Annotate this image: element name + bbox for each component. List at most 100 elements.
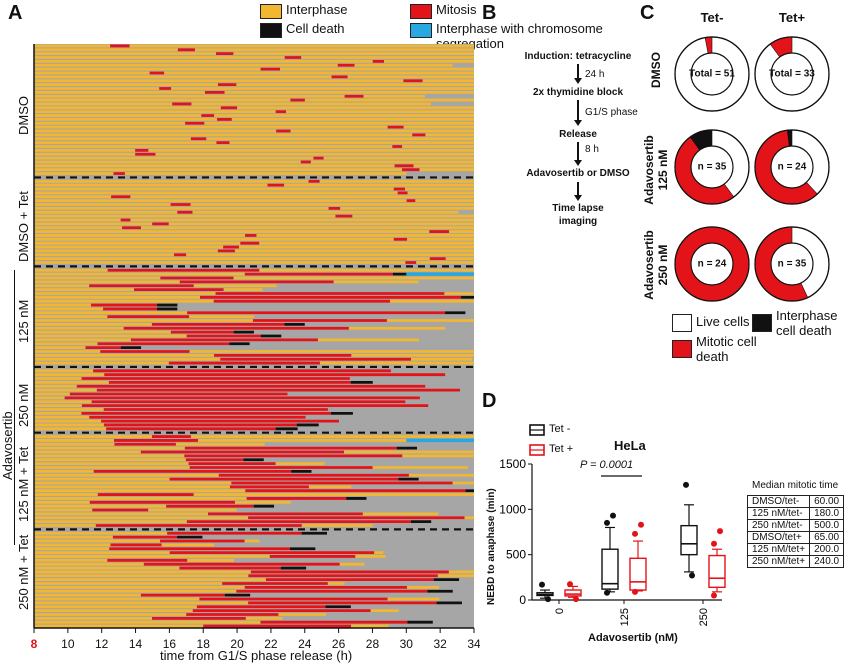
box-outlier-point [717, 528, 723, 535]
x-tick-label: 18 [197, 637, 211, 651]
segregation-swatch [410, 23, 432, 38]
interphase-death-legend-label: Interphase cell death [776, 308, 838, 338]
box-outlier-point [632, 530, 638, 537]
table-cell: 65.00 [809, 531, 845, 544]
boxplot-x-tick-label: 0 [554, 608, 566, 614]
y-axis-label: NEBD to anaphase (min) [486, 488, 497, 605]
flow-arrow-1 [577, 64, 579, 78]
table-row: 250 nM/tet+ 240.0 [746, 555, 845, 568]
panel-d-letter: D [482, 390, 497, 412]
flow-arrow-3-head [574, 160, 582, 166]
donut-outline [674, 129, 750, 205]
boxplot-y-tick-label: 1500 [499, 457, 526, 471]
table-row: DMSO/tet- 60.00 [746, 495, 845, 508]
mitosis-swatch [410, 4, 432, 19]
box-outlier-point [567, 581, 573, 588]
box-outlier-point [573, 596, 579, 603]
flow-step-release: Release [559, 129, 597, 140]
table-cell: 250 nM/tet- [746, 519, 811, 532]
table-cell: 60.00 [809, 495, 845, 508]
mitotic-death-swatch [672, 340, 692, 358]
median-table-title: Median mitotic time [752, 480, 839, 491]
table-row: DMSO/tet+ 65.00 [746, 531, 845, 544]
table-cell: 240.0 [809, 555, 845, 568]
time-axis-label: time from G1/S phase release (h) [160, 648, 353, 663]
interphase-death-swatch [752, 314, 772, 332]
flow-arrow-3 [577, 142, 579, 160]
donut-label-dmso-tet-minus: Total = 51 [689, 68, 735, 80]
donut-outline [674, 36, 750, 112]
table-cell: 200.0 [809, 543, 845, 556]
table-row: 125 nM/tet- 180.0 [746, 507, 845, 520]
x-tick-label: 30 [400, 637, 414, 651]
flow-step-induction: Induction: tetracycline [524, 51, 632, 62]
donut-mitotic-slice [675, 227, 749, 301]
x-tick-label: 12 [95, 637, 109, 651]
x-tick-label: 34 [467, 637, 480, 651]
panel-b-letter: B [482, 2, 497, 24]
box-outlier-point [711, 540, 717, 547]
flow-arrow-1-head [574, 78, 582, 84]
boxplot-x-tick-label: 125 [619, 608, 631, 626]
cell-fate-donuts [674, 36, 830, 302]
cell-death-swatch [260, 23, 282, 38]
box-outlier-point [632, 588, 638, 595]
box-iqr [680, 524, 698, 556]
box-outlier-point [539, 581, 545, 588]
x-axis-label: Adavosertib (nM) [588, 632, 678, 644]
pvalue-annotation: P = 0.0001 [580, 459, 634, 471]
flow-arrow-4 [577, 182, 579, 195]
donut-label-125-tet-plus: n = 24 [777, 161, 807, 173]
flow-step-thymidine: 2x thymidine block [532, 87, 624, 98]
cell-death-legend-label: Cell death [286, 21, 345, 36]
live-cells-swatch [672, 314, 692, 332]
donut-label-250-tet-plus: n = 35 [777, 258, 807, 270]
box-outlier-point [711, 592, 717, 599]
table-cell: DMSO/tet+ [746, 531, 811, 544]
panel-a-letter: A [8, 2, 23, 24]
column-header-tet-minus: Tet- [700, 10, 724, 25]
table-row: 125 nM/tet+ 200.0 [746, 543, 845, 556]
boxplot-title: HeLa [614, 438, 646, 453]
cell-fate-tracks-plot: 8 10 12 14 16 18 20 22 24 26 28 30 32 34 [31, 44, 480, 651]
donut-label-dmso-tet-plus: Total = 33 [769, 68, 815, 80]
flow-interval-g1s: G1/S phase [585, 107, 638, 118]
box-outlier-point [683, 481, 689, 488]
donut-outline [754, 36, 830, 112]
donut-label-250-tet-minus: n = 24 [697, 258, 727, 270]
mitosis-legend-label: Mitosis [436, 2, 477, 17]
table-cell: 250 nM/tet+ [746, 555, 811, 568]
donut-label-125-tet-minus: n = 35 [697, 161, 727, 173]
interphase-swatch [260, 4, 282, 19]
interphase-legend-label: Interphase [286, 2, 348, 17]
box-outlier-point [545, 596, 551, 603]
donut-hole [690, 52, 734, 96]
box-iqr [629, 557, 647, 591]
donut-hole [690, 242, 734, 286]
legend-tet-plus-label: Tet + [549, 443, 574, 455]
box-iqr [564, 589, 582, 597]
panel-c-letter: C [640, 2, 655, 24]
flow-arrow-4-head [574, 195, 582, 201]
box-outlier-point [604, 519, 610, 526]
x-tick-label: 16 [163, 637, 177, 651]
table-cell: 180.0 [809, 507, 845, 520]
mitotic-death-legend-label: Mitotic cell death [696, 334, 757, 364]
boxplot-x-tick-label: 250 [698, 608, 710, 626]
x-tick-label: 24 [298, 637, 312, 651]
donut-outline [674, 226, 750, 302]
x-tick-label: 28 [366, 637, 380, 651]
box-outlier-point [638, 521, 644, 528]
live-cells-legend-label: Live cells [696, 314, 750, 329]
box-iqr [601, 548, 619, 590]
donut-hole [770, 242, 814, 286]
x-tick-label: 10 [61, 637, 75, 651]
box-outlier-point [689, 572, 695, 579]
table-cell: 125 nM/tet+ [746, 543, 811, 556]
x-tick-label: 32 [433, 637, 447, 651]
x-tick-label: 14 [129, 637, 143, 651]
box-iqr [708, 554, 726, 589]
box-outlier-point [604, 589, 610, 596]
table-cell: 500.0 [809, 519, 845, 532]
flow-interval-8h: 8 h [585, 144, 599, 155]
